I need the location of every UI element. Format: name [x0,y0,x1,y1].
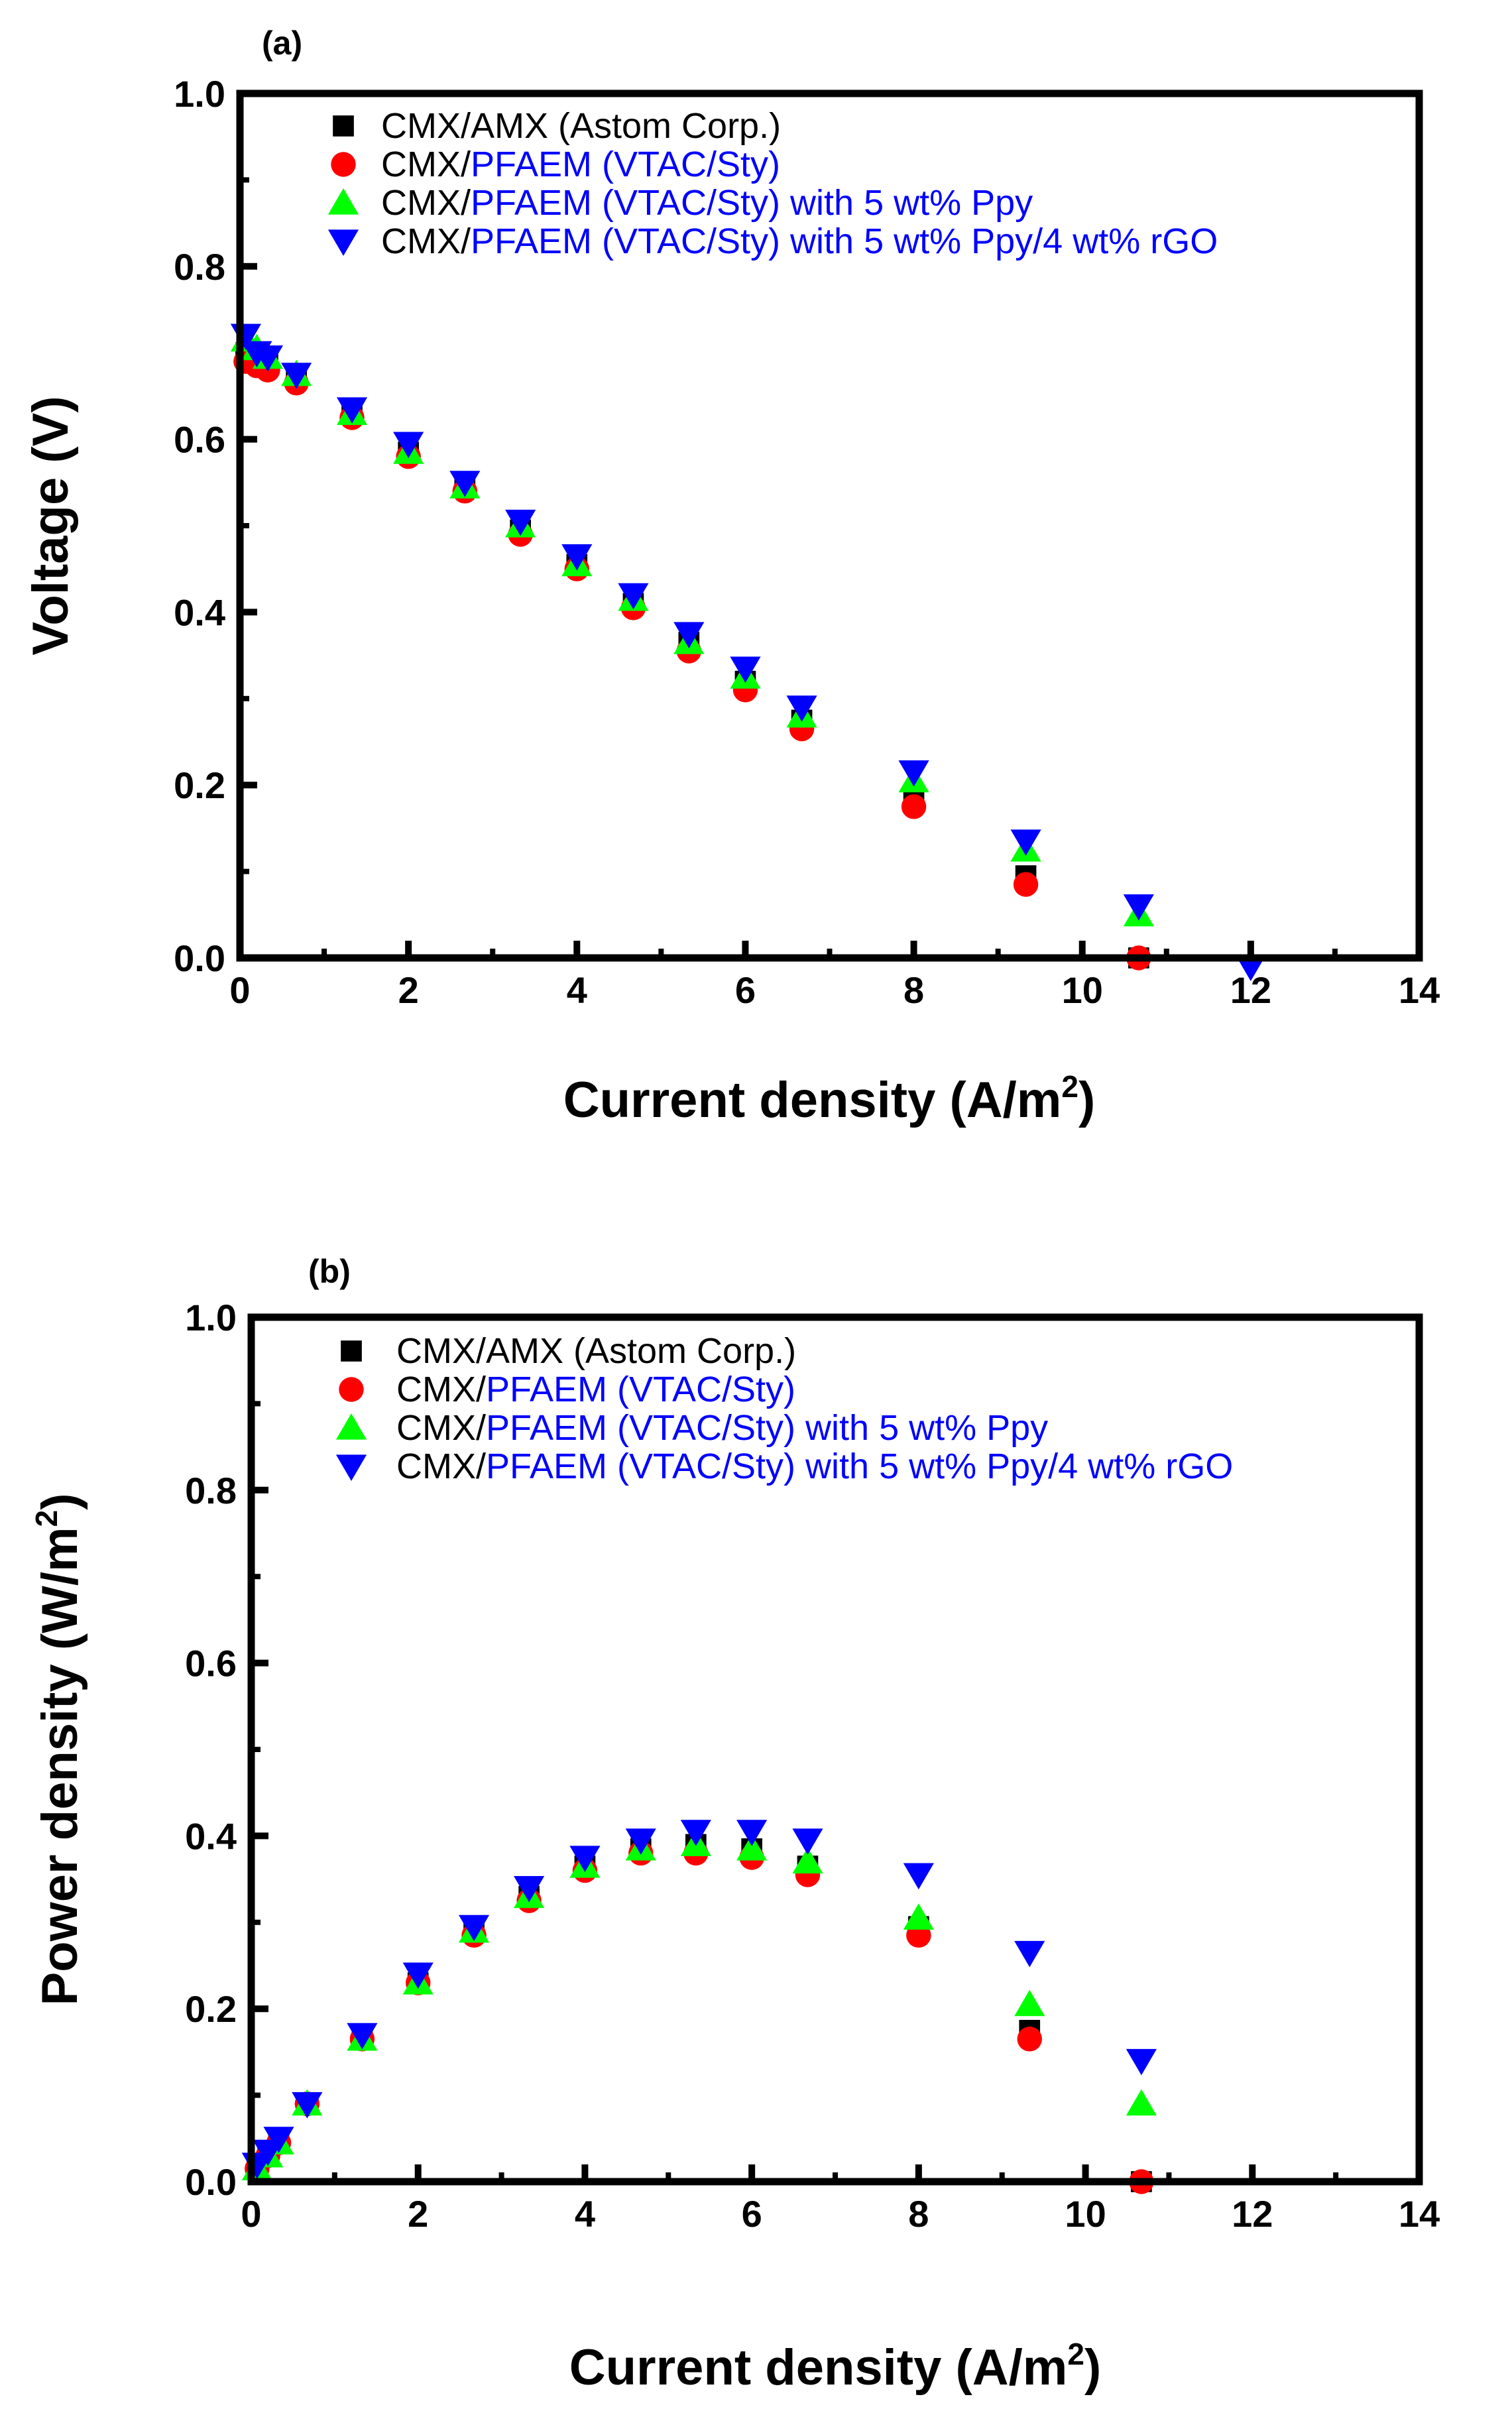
legend-entry-label: CMX/PFAEM (VTAC/Sty) with 5 wt% Ppy/4 wt… [396,1446,1233,1486]
data-point-triangle-down [347,2023,378,2050]
y-tick-label: 1.0 [185,1297,237,1338]
x-tick-label: 0 [229,969,250,1011]
data-point-triangle-down [281,363,312,389]
panel-b-x-axis-title: Current density (A/m2) [569,2337,1102,2396]
legend-entry-label: CMX/PFAEM (VTAC/Sty) [396,1370,795,1409]
x-tick-label: 0 [241,2193,261,2235]
y-tick-label: 0.6 [174,419,225,461]
panel-a-voltage-chart: (a) 0 2 4 6 8 10 12 14 0.00.20.40.60.81.0 CMX/A… [23,25,1440,1128]
legend-entry-label: CMX/PFAEM (VTAC/Sty) with 5 wt% Ppy [396,1408,1048,1448]
data-point-triangle-up [736,1834,768,1861]
data-point-circle [901,794,927,819]
y-tick-label: 0.4 [174,591,225,633]
x-tick-label: 2 [398,969,419,1011]
x-tick-label: 10 [1065,2193,1106,2235]
legend-marker-circle [339,1377,364,1402]
x-tick-label: 14 [1399,2193,1440,2235]
data-point-triangle-down [1014,1940,1045,1968]
data-point-triangle-down [792,1828,823,1855]
y-tick-label: 0.2 [185,1988,237,2030]
panel-a-x-axis-title: Current density (A/m2) [563,1069,1096,1128]
y-tick-label: 0.0 [185,2161,237,2203]
panel-a-y-axis-title: Voltage (V) [23,396,79,655]
x-tick-label: 4 [575,2193,595,2235]
data-point-triangle-down [786,695,817,722]
legend-entry-label: CMX/AMX (Astom Corp.) [396,1331,796,1371]
y-tick-label: 0.0 [174,937,225,979]
panel-b-y-axis-title: Power density (W/m2) [29,1493,88,2005]
data-point-triangle-down [449,471,481,497]
panel-a-y-tick-labels: 0.0 0.2 0.4 0.6 0.8 1.0 [174,73,225,979]
y-tick-label: 0.2 [174,764,225,806]
panel-a-x-tick-labels: 0 2 4 6 8 10 12 14 [229,969,1440,1011]
data-point-triangle-down [569,1846,601,1872]
legend-entry-label: CMX/PFAEM (VTAC/Sty) [381,145,780,184]
x-tick-label: 8 [903,969,924,1011]
x-tick-label: 2 [408,2193,428,2235]
data-point-triangle-down [730,656,761,683]
data-point-triangle-down [458,1914,490,1942]
data-point-triangle-down [561,544,593,571]
panel-a-label: (a) [262,25,302,62]
y-tick-label: 0.4 [185,1815,237,1857]
panel-b-plot-frame [247,1313,1423,2186]
panel-b-power-density-chart: (b) 0 2 4 6 8 10 12 14 0.0 0.2 0.4 0.6 0.8 1.0 CMX/A… [29,1253,1440,2396]
legend-marker-circle [331,152,356,177]
data-point-triangle-down [336,397,368,424]
x-tick-label: 8 [908,2193,929,2235]
x-tick-label: 6 [742,2193,762,2235]
x-tick-label: 6 [735,969,756,1011]
x-tick-label: 10 [1062,969,1103,1011]
data-point-triangle-down [252,345,284,372]
y-tick-label: 1.0 [174,73,225,115]
data-point-triangle-down [263,2127,294,2153]
x-tick-label: 4 [567,969,587,1011]
data-point-triangle-down [1123,894,1154,921]
legend-marker-square [333,115,354,137]
data-point-triangle-up [903,1903,934,1930]
data-point-triangle-down [292,2092,323,2119]
legend-entry-label: CMX/AMX (Astom Corp.) [381,106,781,146]
legend-entry-label: CMX/PFAEM (VTAC/Sty) with 5 wt% Ppy/4 wt… [381,221,1218,261]
panel-a-plot-frame [236,89,1423,962]
legend-marker-square [341,1340,362,1362]
data-point-triangle-down [402,1962,434,1989]
legend-marker-triangle-down [335,1454,367,1481]
y-tick-label: 0.8 [185,1470,237,1511]
data-point-triangle-down [680,1820,711,1846]
data-point-triangle-down [898,760,929,787]
data-point-triangle-down [736,1820,768,1846]
legend-marker-triangle-down [327,229,359,256]
legend-marker-triangle-up [335,1413,367,1440]
data-point-triangle-down [1010,829,1041,856]
data-point-triangle-down [1126,2048,1157,2076]
data-point-circle [1013,872,1039,897]
panel-a-legend: CMX/AMX (Astom Corp.)CMX/PFAEM (VTAC/Sty… [327,106,1218,261]
panel-b-label: (b) [308,1253,351,1290]
data-point-triangle-down [505,509,536,536]
y-tick-label: 0.6 [185,1643,237,1684]
data-point-triangle-down [625,1828,656,1855]
legend-marker-triangle-up [327,188,359,215]
panel-b-legend: CMX/AMX (Astom Corp.)CMX/PFAEM (VTAC/Sty… [335,1331,1233,1486]
panel-b-y-tick-labels: 0.0 0.2 0.4 0.6 0.8 1.0 [185,1297,237,2203]
data-point-triangle-down [903,1863,934,1890]
data-point-triangle-down [393,432,424,459]
data-point-triangle-down [514,1876,545,1903]
x-tick-label: 12 [1232,2193,1273,2235]
data-point-triangle-down [618,583,649,610]
data-point-triangle-up [792,1847,823,1874]
data-point-triangle-down [673,622,705,648]
x-tick-label: 14 [1399,969,1440,1011]
y-tick-label: 0.8 [174,246,225,288]
data-point-circle [1017,2027,1042,2052]
panel-b-x-tick-labels: 0 2 4 6 8 10 12 14 [241,2193,1440,2235]
legend-entry-label: CMX/PFAEM (VTAC/Sty) with 5 wt% Ppy [381,183,1033,223]
data-point-triangle-up [1014,1989,1045,2017]
data-point-triangle-up [1126,2089,1157,2116]
